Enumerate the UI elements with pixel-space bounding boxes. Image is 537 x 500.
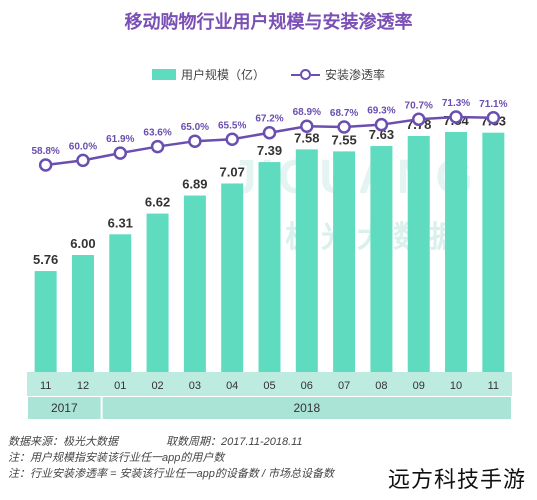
chart-title: 移动购物行业用户规模与安装渗透率 xyxy=(124,12,413,32)
bar-11 xyxy=(445,132,468,372)
line-label-4: 65.0% xyxy=(181,122,209,133)
line-label-7: 68.9% xyxy=(293,107,321,118)
bar-2 xyxy=(109,234,132,372)
line-label-5: 65.5% xyxy=(218,120,246,131)
line-label-2: 61.9% xyxy=(106,134,134,145)
footnotes: 数据来源：极光大数据 取数周期：2017.11-2018.11 注：用户规模指安装… xyxy=(8,434,408,482)
footnote-note-2: 注：行业安装渗透率 = 安装该行业任一app的设备数 / 市场总设备数 xyxy=(8,468,335,480)
bar-label-7: 7.58 xyxy=(294,130,319,145)
line-point-12 xyxy=(486,111,501,125)
bar-label-8: 7.55 xyxy=(331,132,356,147)
x-tick-label-11: 10 xyxy=(450,380,462,392)
chart-legend: 用户规模（亿） 安装渗透率 xyxy=(0,66,537,83)
line-label-0: 58.8% xyxy=(31,146,59,157)
line-label-11: 71.3% xyxy=(442,98,470,109)
line-point-11 xyxy=(449,110,463,124)
legend-swatch-line xyxy=(291,69,320,80)
legend-swatch-bars xyxy=(151,69,176,80)
x-tick-label-6: 05 xyxy=(263,380,275,392)
x-tick-label-4: 03 xyxy=(189,380,201,392)
year-band-1 xyxy=(102,397,511,419)
x-tick-label-9: 08 xyxy=(375,380,387,392)
bar-12 xyxy=(482,132,505,372)
legend-item-bars: 用户规模（亿） xyxy=(151,66,265,83)
bar-label-1: 6.00 xyxy=(70,236,95,251)
x-tick-label-0: 11 xyxy=(40,380,51,392)
footnote-source: 数据来源：极光大数据 xyxy=(8,436,118,448)
bar-label-2: 6.31 xyxy=(108,215,133,230)
line-point-7 xyxy=(300,119,314,133)
bar-1 xyxy=(71,255,94,372)
line-point-1 xyxy=(76,153,90,168)
chart-plot: 2017 2018 5.76 11 6.00 12 6.31 01 6.62 02 6.89 03 7.… xyxy=(27,98,512,419)
year-band-0 xyxy=(28,397,101,419)
footnote-note-1: 注：用户规模指安装该行业任一app的用户数 xyxy=(8,452,225,464)
category-axis-band xyxy=(27,372,512,396)
bar-6 xyxy=(258,162,281,372)
line-label-1: 60.0% xyxy=(69,141,97,152)
line-point-0 xyxy=(38,158,53,172)
bar-label-3: 6.62 xyxy=(145,195,170,210)
footnote-period: 取数周期：2017.11-2018.11 xyxy=(166,436,303,448)
bar-label-6: 7.39 xyxy=(257,143,282,158)
year-label-0: 2017 xyxy=(51,401,78,415)
x-tick-label-1: 12 xyxy=(77,380,89,392)
line-point-6 xyxy=(262,125,277,140)
line-point-5 xyxy=(225,132,239,147)
bar-label-0: 5.76 xyxy=(33,252,58,267)
year-label-1: 2018 xyxy=(293,401,320,415)
line-point-2 xyxy=(113,146,128,160)
x-tick-label-2: 01 xyxy=(114,380,126,392)
x-tick-label-12: 11 xyxy=(488,380,499,392)
x-tick-label-5: 04 xyxy=(226,380,238,392)
legend-label-line: 安装渗透率 xyxy=(325,68,386,82)
x-tick-label-7: 06 xyxy=(301,380,313,392)
bar-7 xyxy=(295,149,318,372)
bar-5 xyxy=(221,183,244,372)
legend-label-bars: 用户规模（亿） xyxy=(180,68,265,82)
line-label-9: 69.3% xyxy=(367,106,395,117)
line-point-3 xyxy=(150,139,165,154)
bar-label-5: 7.07 xyxy=(220,164,245,179)
line-label-3: 63.6% xyxy=(143,128,171,139)
x-tick-label-10: 09 xyxy=(413,380,425,392)
bar-3 xyxy=(146,213,169,372)
bar-label-9: 7.63 xyxy=(369,127,394,142)
legend-item-line: 安装渗透率 xyxy=(291,66,385,83)
line-point-4 xyxy=(188,134,202,148)
bar-label-4: 6.89 xyxy=(182,177,207,192)
bar-4 xyxy=(183,195,206,372)
line-point-9 xyxy=(374,117,389,132)
line-point-8 xyxy=(337,120,351,134)
x-tick-label-8: 07 xyxy=(338,380,350,392)
bar-10 xyxy=(407,136,430,372)
bar-9 xyxy=(370,146,393,372)
bar-0 xyxy=(34,271,57,372)
line-point-10 xyxy=(411,112,426,127)
line-label-6: 67.2% xyxy=(255,114,283,125)
line-label-8: 68.7% xyxy=(330,108,358,119)
line-label-10: 70.7% xyxy=(405,100,433,111)
x-tick-label-3: 02 xyxy=(151,380,163,392)
footnote-source-row: 数据来源：极光大数据 取数周期：2017.11-2018.11 xyxy=(8,434,408,450)
corner-watermark: 远方科技手游 xyxy=(384,462,529,494)
bar-8 xyxy=(333,151,356,372)
line-label-12: 71.1% xyxy=(479,99,507,110)
